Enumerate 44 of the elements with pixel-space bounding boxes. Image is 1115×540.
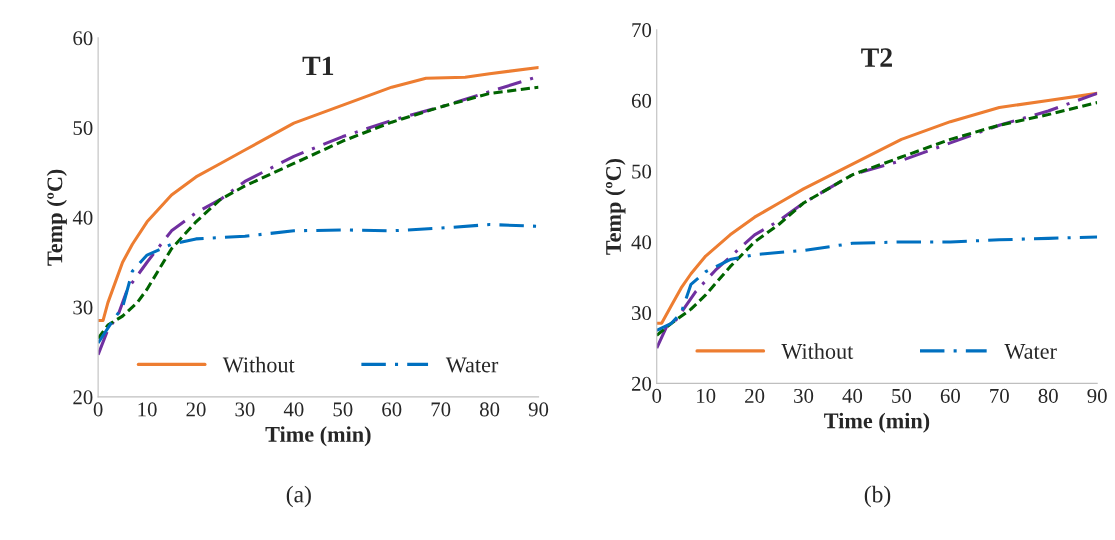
- y-axis-title: Temp (ºC): [605, 158, 626, 255]
- x-tick-label: 80: [479, 402, 500, 417]
- x-tick-label: 30: [794, 388, 814, 403]
- y-tick-label: 60: [631, 93, 652, 108]
- x-tick-label: 70: [990, 388, 1009, 403]
- chart-title: T2: [861, 48, 892, 67]
- y-tick-label: 40: [631, 235, 652, 250]
- y-tick-label: 30: [73, 300, 93, 315]
- x-tick-label: 50: [892, 388, 912, 403]
- x-tick-label: 80: [1038, 388, 1058, 403]
- x-tick-label: 60: [940, 388, 960, 403]
- x-tick-label: 40: [283, 402, 304, 417]
- text: (a): [286, 485, 311, 508]
- y-tick-label: 70: [632, 23, 652, 38]
- line-series: [98, 223, 539, 345]
- x-axis-title: Time (min): [265, 426, 371, 447]
- x-tick-label: 0: [652, 388, 662, 403]
- x-tick-label: 10: [697, 388, 716, 403]
- x-tick-label: 30: [235, 402, 255, 417]
- text: (b): [864, 485, 891, 508]
- legend-label: Water: [1004, 344, 1057, 359]
- x-tick-label: 20: [186, 402, 206, 417]
- legend-label: Without: [222, 356, 295, 373]
- y-axis-title: Temp (ºC): [46, 169, 67, 266]
- y-tick-label: 50: [632, 164, 652, 179]
- x-tick-label: 90: [1087, 388, 1107, 403]
- y-tick-label: 30: [632, 306, 652, 321]
- x-tick-label: 50: [333, 402, 353, 417]
- x-tick-label: 10: [138, 402, 157, 417]
- y-tick-label: 40: [72, 210, 93, 225]
- legend-label: Water: [445, 357, 499, 373]
- x-tick-label: 60: [382, 402, 402, 417]
- legend-label: Without: [781, 343, 854, 359]
- y-tick-label: 50: [73, 120, 93, 136]
- x-tick-label: 90: [528, 402, 549, 417]
- x-tick-label: 70: [431, 402, 451, 417]
- x-tick-label: 20: [745, 388, 765, 403]
- line-series: [656, 235, 1098, 332]
- y-tick-label: 60: [73, 31, 93, 46]
- x-tick-label: 0: [93, 402, 103, 417]
- text: T1: [302, 56, 334, 76]
- x-axis-title: Time (min): [824, 412, 930, 433]
- x-tick-label: 40: [842, 388, 863, 403]
- y-tick-label: 20: [631, 376, 652, 391]
